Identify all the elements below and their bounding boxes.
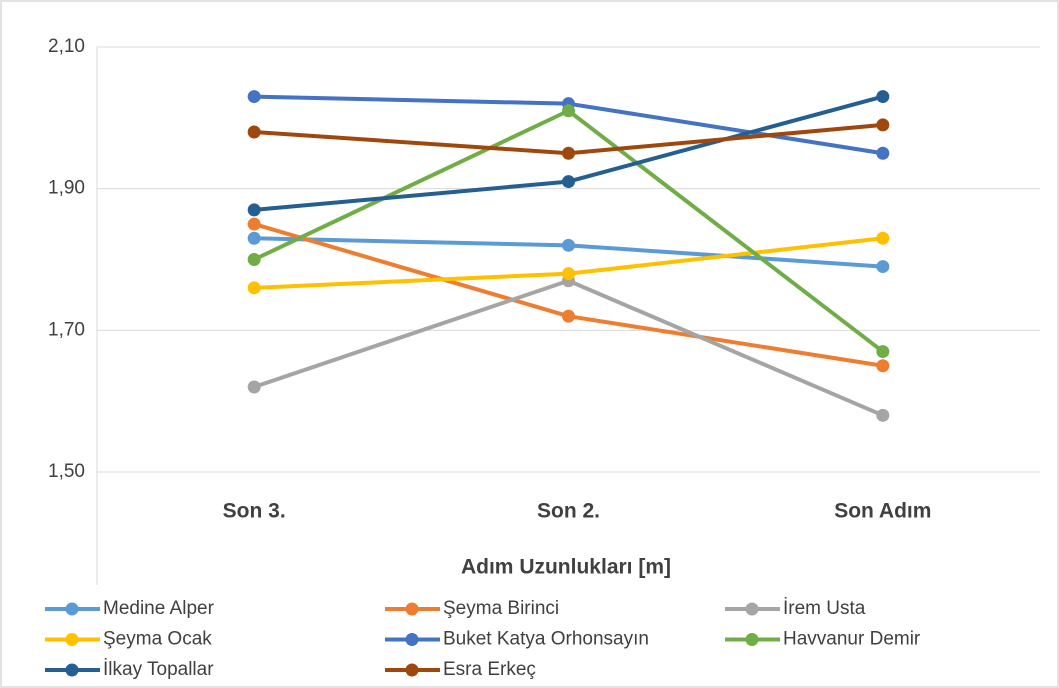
data-point [876, 408, 890, 422]
y-tick-label: 1,50 [48, 461, 85, 482]
legend-marker [405, 633, 419, 646]
data-point [562, 104, 575, 118]
data-point [876, 90, 890, 104]
data-point [876, 118, 890, 132]
legend-label: Havvanur Demir [783, 629, 921, 650]
legend-label: İlkay Topallar [103, 659, 214, 680]
data-point [876, 260, 890, 274]
legend-label: Şeyma Ocak [103, 629, 212, 650]
data-point [876, 231, 890, 245]
x-axis-title: Adım Uzunlukları [m] [461, 556, 671, 579]
legend-label: Buket Katya Orhonsayın [443, 629, 649, 650]
data-point [562, 238, 575, 252]
data-point [247, 380, 261, 394]
legend-marker [65, 633, 79, 646]
legend-marker [405, 602, 419, 616]
data-point [247, 253, 261, 266]
x-tick-label: Son 2. [537, 500, 600, 523]
data-point [876, 345, 890, 359]
legend-label: Esra Erkeç [443, 659, 536, 680]
legend-label: Medine Alper [103, 598, 215, 619]
legend-marker [405, 663, 419, 677]
x-tick-label: Son Adım [834, 500, 931, 523]
data-point [247, 217, 261, 231]
data-point [247, 125, 261, 139]
legend-marker [65, 663, 79, 677]
data-point [562, 267, 575, 281]
y-tick-label: 1,90 [48, 178, 85, 199]
data-point [562, 309, 575, 323]
legend-marker [745, 633, 759, 646]
legend-marker [65, 602, 79, 616]
legend-marker [745, 602, 759, 616]
data-point [247, 90, 261, 104]
data-point [876, 359, 890, 373]
data-point [247, 203, 261, 217]
legend-label: İrem Usta [783, 598, 866, 619]
y-tick-label: 1,70 [48, 319, 85, 340]
x-tick-label: Son 3. [223, 500, 286, 523]
data-point [876, 146, 890, 160]
data-point [247, 231, 261, 245]
y-tick-label: 2,10 [48, 36, 85, 57]
data-point [562, 146, 575, 160]
data-point [562, 175, 575, 189]
data-point [247, 281, 261, 295]
legend-label: Şeyma Birinci [443, 598, 559, 619]
